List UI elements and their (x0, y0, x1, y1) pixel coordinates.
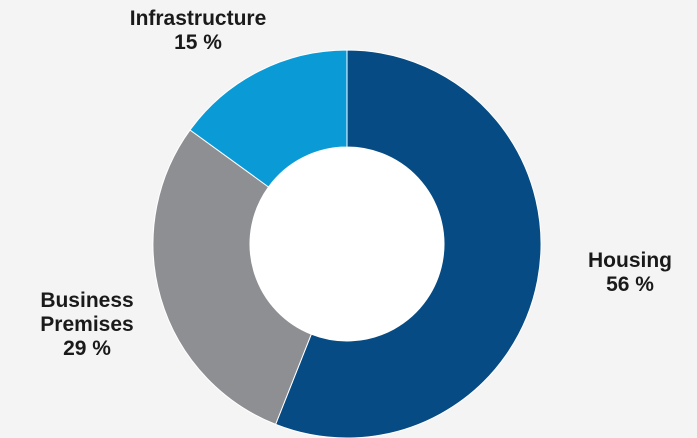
housing-label-name: Housing (588, 249, 672, 272)
business-premises-label-value: 29 % (63, 337, 111, 360)
infrastructure-label-name: Infrastructure (129, 7, 267, 30)
business-premises-label-name-line2: Premises (40, 313, 134, 336)
business-premises-label-name-line1: Business (40, 289, 134, 312)
housing-label-value: 56 % (606, 273, 654, 296)
business-premises-label: Business Premises 29 % (2, 289, 172, 361)
housing-label: Housing 56 % (570, 249, 690, 297)
infrastructure-label-value: 15 % (174, 31, 222, 54)
donut-hole (250, 147, 444, 341)
infrastructure-label: Infrastructure 15 % (98, 7, 298, 55)
